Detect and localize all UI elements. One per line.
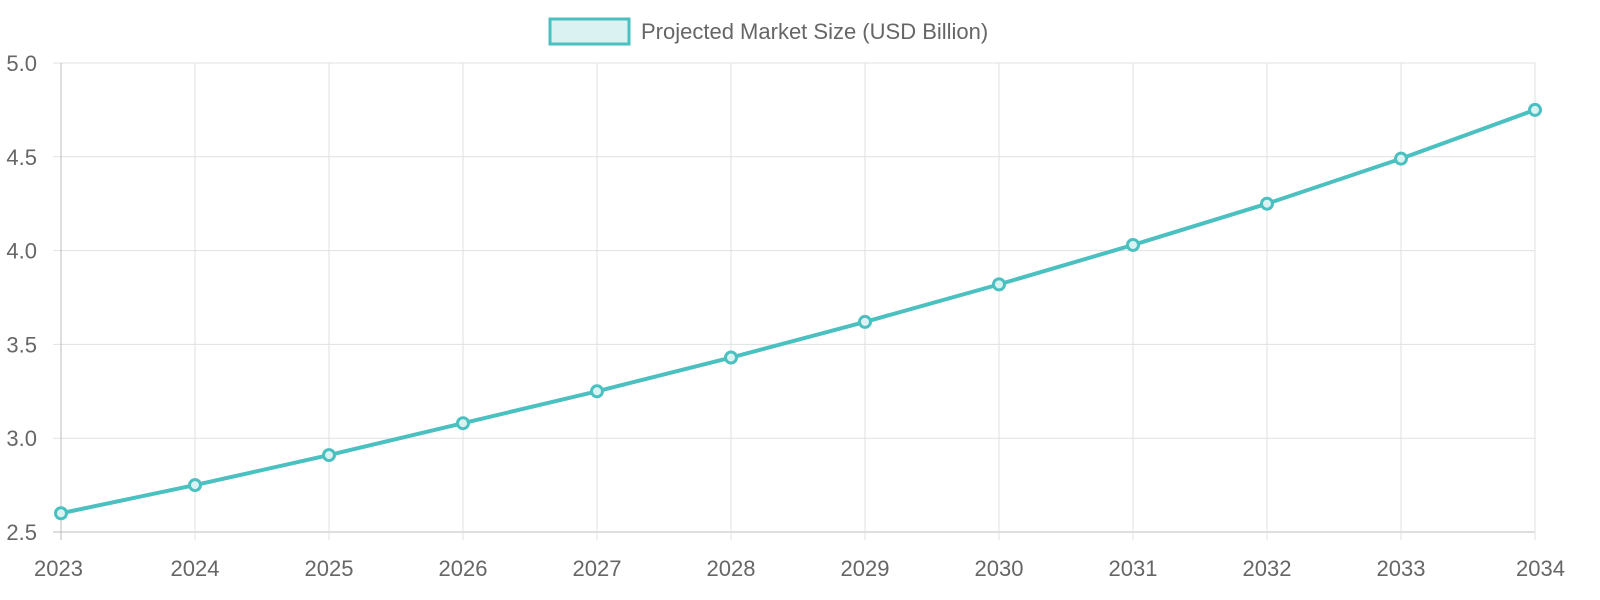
data-point[interactable] <box>1394 151 1408 166</box>
y-tick-label: 4.5 <box>6 145 37 170</box>
x-tick-label: 2027 <box>573 556 622 581</box>
x-tick-label: 2023 <box>34 556 83 581</box>
data-point[interactable] <box>1260 196 1274 211</box>
x-tick-label: 2025 <box>305 556 354 581</box>
x-tick-label: 2028 <box>707 556 756 581</box>
x-tick-label: 2029 <box>841 556 890 581</box>
data-point[interactable] <box>1126 237 1140 252</box>
x-tick-label: 2026 <box>439 556 488 581</box>
series-line <box>59 107 1537 516</box>
data-point[interactable] <box>590 384 604 399</box>
data-point[interactable] <box>54 506 68 521</box>
x-tick-label: 2032 <box>1243 556 1292 581</box>
legend-swatch[interactable] <box>548 17 631 46</box>
legend-label[interactable]: Projected Market Size (USD Billion) <box>641 19 988 44</box>
x-tick-label: 2034 <box>1516 556 1565 581</box>
y-tick-label: 5.0 <box>6 51 37 76</box>
y-tick-label: 3.0 <box>6 426 37 451</box>
x-tick-label: 2033 <box>1377 556 1426 581</box>
data-point[interactable] <box>188 478 202 493</box>
y-tick-label: 2.5 <box>6 520 37 545</box>
data-point[interactable] <box>858 314 872 329</box>
data-point[interactable] <box>322 448 336 463</box>
x-tick-label: 2031 <box>1109 556 1158 581</box>
series-layer <box>54 102 1542 521</box>
data-point[interactable] <box>724 350 738 365</box>
grid <box>53 62 1536 540</box>
y-tick-label: 4.0 <box>6 239 37 264</box>
data-point[interactable] <box>992 277 1006 292</box>
x-tick-label: 2024 <box>171 556 220 581</box>
legend[interactable]: Projected Market Size (USD Billion) <box>548 17 988 46</box>
data-point[interactable] <box>456 416 470 431</box>
x-tick-label: 2030 <box>975 556 1024 581</box>
data-point[interactable] <box>1528 102 1542 117</box>
axes: 2.5 3.0 3.5 4.0 4.5 5.0 2023 2024 2025 2026 2027 20… <box>6 51 1565 581</box>
y-tick-label: 3.5 <box>6 332 37 357</box>
